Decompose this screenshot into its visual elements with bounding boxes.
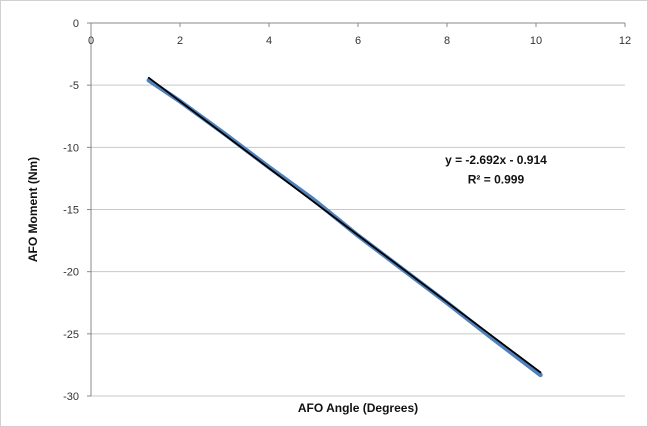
series-layer (146, 76, 543, 378)
x-tick-label: 2 (177, 35, 183, 47)
x-axis-title: AFO Angle (Degrees) (298, 401, 418, 415)
trendline (147, 76, 542, 374)
x-tick-label: 0 (88, 35, 94, 47)
trendline-equation: y = -2.692x - 0.914 (445, 153, 547, 167)
y-tick-label: 0 (73, 18, 79, 30)
x-tick-label: 8 (444, 35, 450, 47)
y-tick-label: -20 (63, 267, 79, 279)
data-series-line (146, 77, 543, 378)
x-tick-label: 6 (355, 35, 361, 47)
x-tick-label: 12 (619, 35, 631, 47)
y-axis-title: AFO Moment (Nm) (26, 157, 40, 262)
tick-labels: 0 -5 -10 -15 -20 -25 -30 0 2 4 6 8 10 12 (63, 18, 631, 403)
x-tick-label: 10 (530, 35, 542, 47)
y-tick-label: -5 (69, 80, 79, 92)
y-tick-label: -10 (63, 142, 79, 154)
axes (87, 22, 626, 397)
y-tick-label: -15 (63, 205, 79, 217)
y-tick-label: -30 (63, 391, 79, 403)
r-squared-label: R² = 0.999 (468, 173, 525, 187)
x-tick-label: 4 (266, 35, 272, 47)
y-tick-label: -25 (63, 329, 79, 341)
gridlines (91, 84, 625, 397)
